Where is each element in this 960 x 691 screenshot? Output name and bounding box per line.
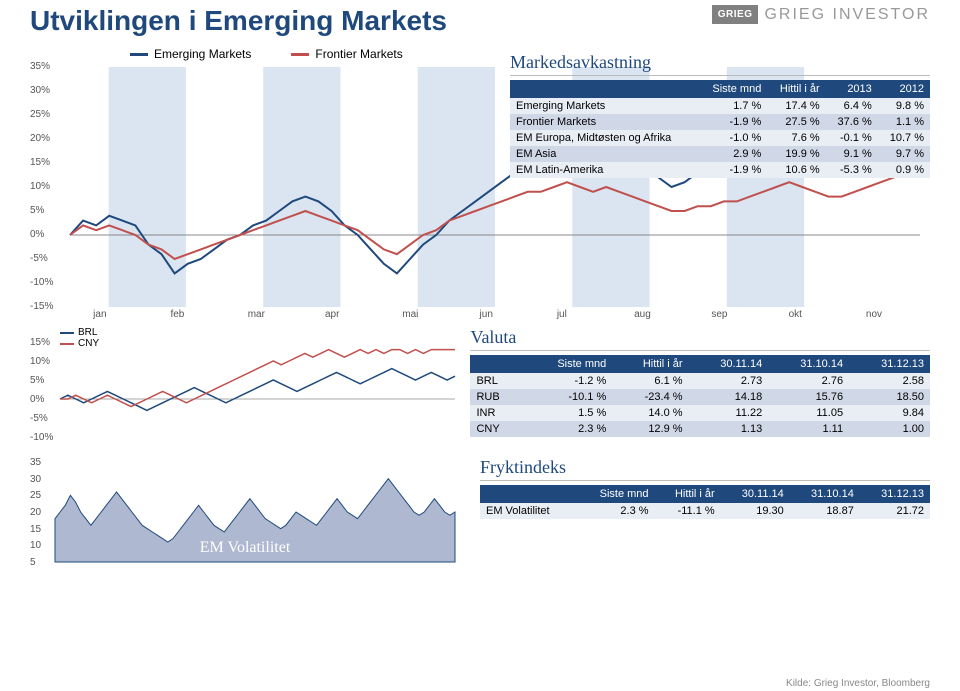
currency-chart <box>30 342 460 442</box>
fryktindeks-block: Fryktindeks Siste mndHittil i år30.11.14… <box>480 457 930 519</box>
legend-item: BRL <box>60 327 99 338</box>
legend-item: Emerging Markets <box>130 47 251 61</box>
table-header: 2013 <box>826 80 878 98</box>
volatility-chart-area: EM Volatilitet 3530252015105 <box>30 457 460 567</box>
currency-chart-area: BRLCNY 15%10%5%0%-5%-10% <box>30 327 450 447</box>
table-row: BRL-1.2 %6.1 %2.732.762.58 <box>470 373 930 389</box>
main-chart-legend: Emerging Markets Frontier Markets <box>130 47 403 61</box>
table-row: CNY2.3 %12.9 %1.131.111.00 <box>470 421 930 437</box>
table-header: 30.11.14 <box>721 485 790 503</box>
table-header: Hittil i år <box>655 485 721 503</box>
table-header: Hittil i år <box>612 355 688 373</box>
table-row: EM Asia2.9 %19.9 %9.1 %9.7 % <box>510 146 930 162</box>
table-header: Siste mnd <box>577 485 655 503</box>
page-title: Utviklingen i Emerging Markets <box>30 5 447 37</box>
volatility-chart: EM Volatilitet <box>30 457 460 567</box>
table-header: 30.11.14 <box>689 355 769 373</box>
table-row: Emerging Markets1.7 %17.4 %6.4 %9.8 % <box>510 98 930 114</box>
valuta-block: Valuta Siste mndHittil i år30.11.1431.10… <box>470 327 930 437</box>
table-header <box>510 80 699 98</box>
markedsavkastning-block: Markedsavkastning Siste mndHittil i år20… <box>510 52 930 178</box>
table-header: Hittil i år <box>767 80 825 98</box>
svg-text:EM Volatilitet: EM Volatilitet <box>200 539 291 556</box>
table-header: 31.10.14 <box>790 485 860 503</box>
logo: GRIEG GRIEG INVESTOR <box>712 5 930 24</box>
table-header: 31.10.14 <box>768 355 849 373</box>
table-row: INR1.5 %14.0 %11.2211.059.84 <box>470 405 930 421</box>
table-header: Siste mnd <box>699 80 768 98</box>
table-row: EM Europa, Midtøsten og Afrika-1.0 %7.6 … <box>510 130 930 146</box>
table-header: 31.12.13 <box>849 355 930 373</box>
table-header <box>480 485 577 503</box>
source-text: Kilde: Grieg Investor, Bloomberg <box>786 678 930 689</box>
fryktindeks-table: Siste mndHittil i år30.11.1431.10.1431.1… <box>480 485 930 519</box>
markedsavkastning-table: Siste mndHittil i år20132012Emerging Mar… <box>510 80 930 178</box>
table-header: 2012 <box>878 80 930 98</box>
logo-box: GRIEG <box>712 5 759 24</box>
table-row: RUB-10.1 %-23.4 %14.1815.7618.50 <box>470 389 930 405</box>
legend-item: Frontier Markets <box>291 47 402 61</box>
table-header: Siste mnd <box>522 355 612 373</box>
table-row: Frontier Markets-1.9 %27.5 %37.6 %1.1 % <box>510 114 930 130</box>
table-header: 31.12.13 <box>860 485 930 503</box>
table-row: EM Latin-Amerika-1.9 %10.6 %-5.3 %0.9 % <box>510 162 930 178</box>
main-chart-area: Emerging MarketsFrontier Markets 35%30%2… <box>30 47 930 327</box>
table-row: EM Volatilitet2.3 %-11.1 %19.3018.8721.7… <box>480 503 930 519</box>
logo-text: GRIEG INVESTOR <box>764 6 930 24</box>
valuta-table: Siste mndHittil i år30.11.1431.10.1431.1… <box>470 355 930 437</box>
fryktindeks-title: Fryktindeks <box>480 457 930 481</box>
table-header <box>470 355 522 373</box>
markedsavkastning-title: Markedsavkastning <box>510 52 930 76</box>
valuta-title: Valuta <box>470 327 930 351</box>
